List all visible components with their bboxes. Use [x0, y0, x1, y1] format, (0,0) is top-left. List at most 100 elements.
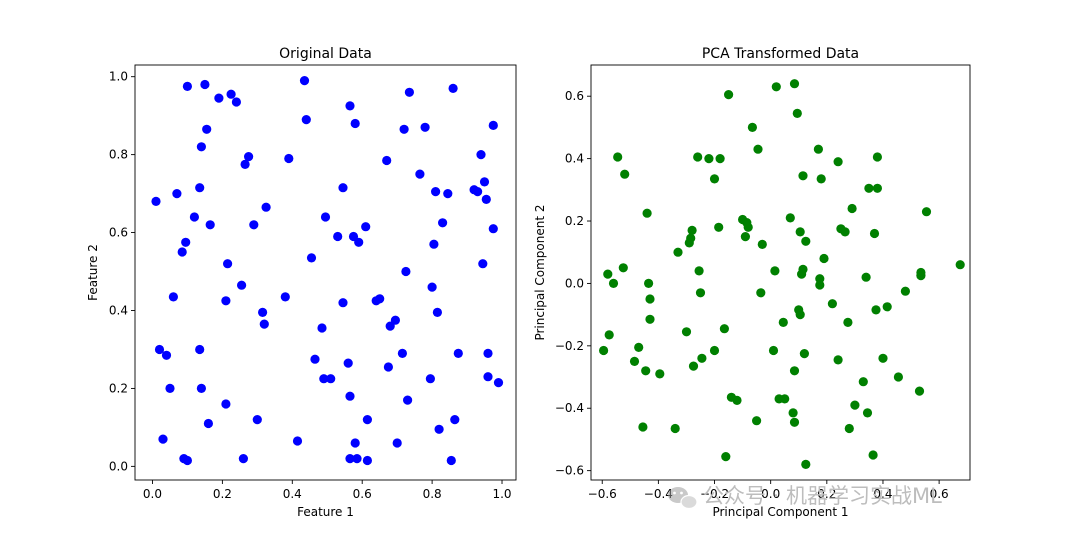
pca-point-29: [709, 345, 720, 356]
original-point-49: [338, 298, 348, 308]
original-point-63: [375, 294, 385, 304]
pca-point-79: [847, 203, 857, 214]
original-x-tick-label-4: 0.8: [423, 487, 442, 501]
pca-point-41: [747, 122, 758, 132]
pca-x-axis-label: Principal Component 1: [712, 505, 848, 519]
pca-point-0: [599, 345, 609, 356]
original-point-74: [415, 169, 425, 179]
pca-point-18: [681, 327, 692, 337]
original-point-98: [493, 378, 504, 388]
pca-x-tick-label-5: 0.4: [873, 487, 892, 501]
pca-point-68: [815, 274, 825, 284]
pca-point-80: [850, 400, 860, 410]
pca-x-tick-label-0: −0.6: [588, 487, 617, 501]
original-point-22: [221, 296, 231, 306]
pca-point-57: [792, 108, 802, 118]
original-x-tick-label-0: 0.0: [143, 487, 162, 501]
original-point-76: [425, 374, 435, 384]
original-point-56: [350, 438, 360, 448]
pca-point-36: [732, 395, 742, 405]
original-x-axis-label: Feature 1: [297, 505, 354, 519]
pca-point-67: [813, 144, 824, 154]
watermark-text: 公众号 · 机器学习实战ML: [703, 484, 942, 508]
original-point-53: [345, 454, 355, 464]
original-y-tick-label-5: 1.0: [109, 70, 128, 84]
original-axes-frame: [134, 64, 517, 481]
original-point-78: [429, 239, 439, 249]
original-point-7: [177, 247, 187, 257]
pca-point-30: [714, 222, 724, 232]
original-point-35: [261, 202, 271, 212]
pca-point-9: [638, 422, 648, 432]
original-point-9: [181, 237, 191, 247]
original-y-tick-label-0: 0.0: [109, 459, 128, 473]
pca-point-16: [670, 423, 680, 434]
pca-point-10: [641, 366, 651, 376]
pca-point-78: [844, 423, 854, 434]
original-point-69: [397, 348, 407, 358]
original-point-85: [448, 83, 458, 93]
pca-point-38: [740, 232, 751, 242]
pca-point-84: [864, 183, 874, 193]
original-point-47: [333, 231, 343, 242]
original-point-11: [182, 81, 192, 91]
original-point-44: [319, 374, 329, 384]
original-point-12: [189, 212, 199, 222]
pca-point-90: [878, 353, 888, 363]
pca-point-6: [620, 169, 630, 179]
pca-point-45: [757, 239, 767, 249]
original-point-41: [306, 253, 317, 263]
pca-point-82: [861, 272, 871, 282]
pca-point-23: [693, 152, 703, 162]
pca-point-81: [858, 377, 868, 387]
original-y-axis-label: Feature 2: [86, 244, 100, 301]
pca-point-5: [618, 263, 628, 273]
pca-point-20: [686, 233, 696, 243]
original-point-50: [343, 358, 353, 368]
pca-point-12: [644, 278, 654, 288]
original-point-92: [479, 177, 490, 187]
original-point-90: [476, 150, 486, 160]
pca-point-56: [789, 366, 800, 376]
original-point-59: [361, 222, 371, 232]
pca-y-tick-label-6: 0.6: [565, 89, 584, 103]
pca-point-24: [694, 266, 704, 276]
original-chart-title: Original Data: [279, 46, 372, 62]
pca-x-tick-label-6: 0.6: [930, 487, 949, 501]
pca-point-88: [872, 183, 883, 193]
original-x-tick-label-1: 0.2: [213, 487, 232, 501]
original-point-38: [292, 436, 303, 446]
pca-point-63: [798, 171, 808, 181]
original-point-60: [362, 415, 372, 425]
pca-point-89: [872, 152, 883, 162]
pca-y-tick-label-5: 0.4: [565, 152, 584, 166]
original-point-45: [320, 212, 331, 222]
original-y-tick-label-2: 0.4: [109, 303, 128, 317]
pca-point-7: [629, 356, 640, 366]
pca-point-51: [780, 394, 790, 404]
pca-point-15: [655, 369, 665, 379]
original-point-24: [223, 259, 233, 269]
pca-point-83: [862, 408, 873, 418]
original-point-2: [158, 434, 168, 444]
pca-point-66: [801, 236, 811, 246]
pca-point-22: [688, 361, 699, 371]
original-point-73: [404, 87, 414, 97]
pca-point-72: [827, 299, 838, 309]
original-data-plot: 0.0 0.2 0.4 0.6 0.8 1.0 0.0 0.2 0.4 0.6 0.8 1.0 Orig…: [86, 46, 517, 519]
pca-point-55: [789, 417, 800, 427]
pca-point-43: [753, 144, 763, 154]
original-point-0: [151, 196, 161, 206]
original-point-70: [399, 124, 409, 134]
pca-point-8: [634, 342, 644, 352]
original-point-25: [226, 89, 236, 99]
pca-point-96: [916, 271, 926, 281]
original-point-89: [473, 187, 483, 197]
original-point-32: [252, 415, 262, 425]
original-point-95: [483, 372, 493, 382]
original-point-4: [165, 383, 175, 393]
original-x-tick-label-5: 1.0: [492, 487, 511, 501]
original-point-83: [443, 189, 453, 199]
original-point-34: [259, 319, 269, 329]
